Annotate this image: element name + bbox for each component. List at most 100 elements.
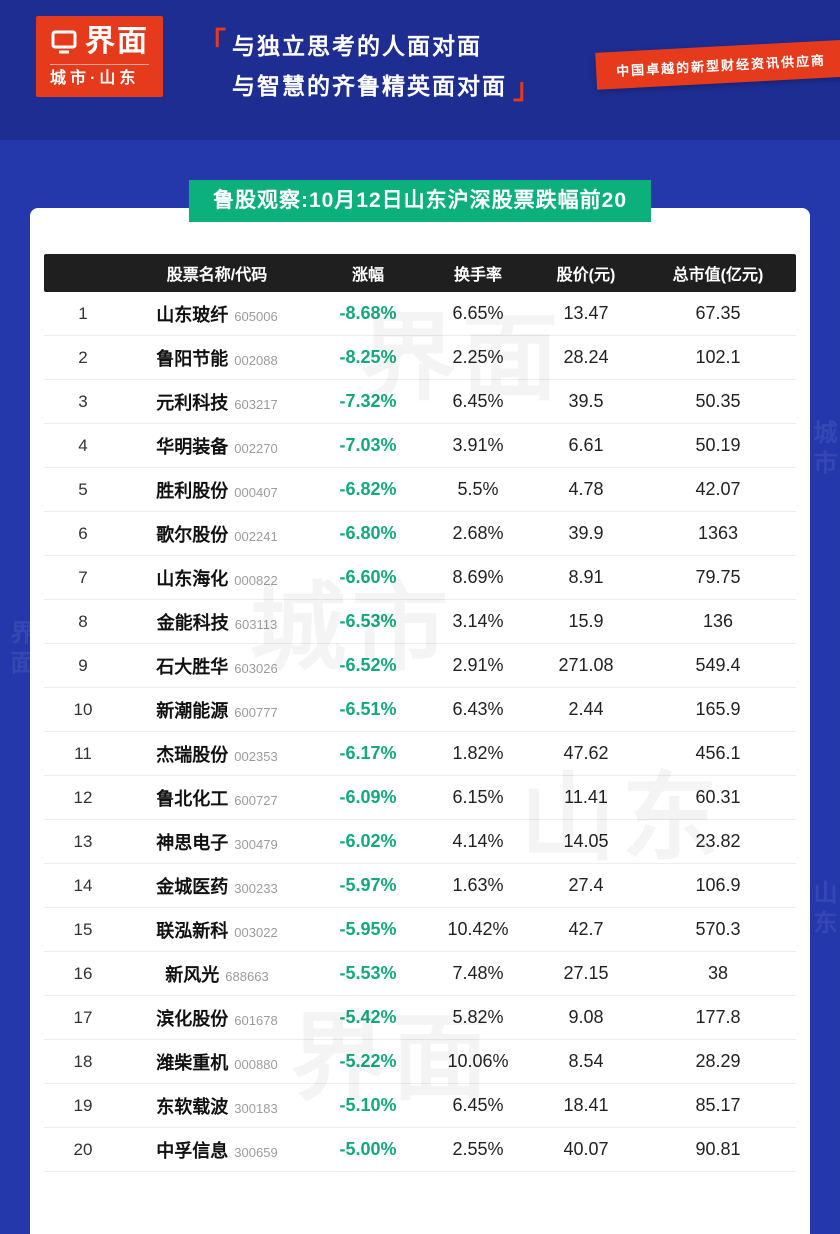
col-change: 涨幅 — [351, 267, 384, 284]
table-row: 13 神思电子 300479 -6.02% 4.14% 14.05 23.82 — [44, 820, 796, 864]
change-cell: -8.68% — [339, 303, 397, 323]
table-row: 6 歌尔股份 002241 -6.80% 2.68% 39.9 1363 — [44, 512, 796, 556]
table-row: 10 新潮能源 600777 -6.51% 6.43% 2.44 165.9 — [44, 688, 796, 732]
table-row: 1 山东玻纤 605006 -8.68% 6.65% 13.47 67.35 — [44, 292, 796, 336]
stock-name: 山东玻纤 — [156, 304, 229, 325]
price-cell: 271.08 — [558, 655, 614, 675]
change-cell: -5.42% — [339, 1007, 397, 1027]
stock-code: 603026 — [234, 660, 278, 676]
stock-code: 002270 — [234, 440, 278, 456]
stock-name-cell: 歌尔股份 002241 — [122, 521, 312, 547]
change-cell: -6.80% — [339, 523, 397, 543]
turnover-cell: 10.42% — [447, 919, 509, 939]
turnover-cell: 5.82% — [452, 1007, 504, 1027]
price-cell: 27.4 — [568, 875, 604, 895]
rank-cell: 15 — [73, 919, 93, 939]
stock-name-cell: 山东海化 000822 — [122, 565, 312, 591]
change-cell: -6.82% — [339, 479, 397, 499]
change-cell: -6.09% — [339, 787, 397, 807]
stock-name-cell: 金城医药 300233 — [122, 873, 312, 899]
stock-code: 000880 — [234, 1056, 278, 1072]
rank-cell: 5 — [78, 479, 88, 499]
change-cell: -5.10% — [339, 1095, 397, 1115]
rank-cell: 10 — [73, 699, 93, 719]
price-cell: 28.24 — [563, 347, 609, 367]
stock-name-cell: 华明装备 002270 — [122, 433, 312, 459]
rank-cell: 13 — [73, 831, 93, 851]
price-cell: 39.9 — [568, 523, 604, 543]
change-cell: -7.03% — [339, 435, 397, 455]
turnover-cell: 2.55% — [452, 1139, 504, 1159]
stock-name-cell: 杰瑞股份 002353 — [122, 741, 312, 767]
stock-name-cell: 山东玻纤 605006 — [122, 301, 312, 327]
marketcap-cell: 50.35 — [695, 391, 741, 411]
price-cell: 14.05 — [563, 831, 609, 851]
stock-code: 300479 — [234, 836, 278, 852]
marketcap-cell: 50.19 — [695, 435, 741, 455]
marketcap-cell: 102.1 — [695, 347, 741, 367]
change-cell: -6.51% — [339, 699, 397, 719]
table-row: 5 胜利股份 000407 -6.82% 5.5% 4.78 42.07 — [44, 468, 796, 512]
rank-cell: 20 — [73, 1139, 93, 1159]
change-cell: -5.53% — [339, 963, 397, 983]
stock-name: 鲁北化工 — [156, 788, 229, 809]
marketcap-cell: 456.1 — [695, 743, 741, 763]
stock-code: 688663 — [225, 968, 269, 984]
stock-code: 002088 — [234, 352, 278, 368]
content-card: 鲁股观察:10月12日山东沪深股票跌幅前20 股票名称/代码 涨幅 换手率 股价… — [30, 180, 810, 1234]
rank-cell: 9 — [78, 655, 88, 675]
stock-name: 金能科技 — [156, 612, 229, 633]
stock-name-cell: 新风光 688663 — [122, 961, 312, 987]
price-cell: 11.41 — [564, 787, 608, 807]
marketcap-cell: 90.81 — [695, 1139, 741, 1159]
price-cell: 13.47 — [563, 303, 609, 323]
rank-cell: 18 — [73, 1051, 93, 1071]
table-row: 12 鲁北化工 600727 -6.09% 6.15% 11.41 60.31 — [44, 776, 796, 820]
stock-name: 山东海化 — [156, 568, 229, 589]
stock-name: 东软载波 — [156, 1096, 229, 1117]
marketcap-cell: 549.4 — [695, 655, 741, 675]
quote-line-2: 与智慧的齐鲁精英面对面 — [232, 73, 508, 99]
marketcap-cell: 60.31 — [695, 787, 741, 807]
turnover-cell: 6.15% — [452, 787, 504, 807]
jiemian-logo: 界面 城市·山东 — [36, 16, 163, 97]
jiemian-logo-icon — [51, 30, 77, 54]
stock-name-cell: 东软载波 300183 — [122, 1093, 312, 1119]
stock-code: 002353 — [234, 748, 278, 764]
turnover-cell: 3.91% — [452, 435, 504, 455]
stock-name: 中孚信息 — [156, 1140, 229, 1161]
stock-name: 滨化股份 — [156, 1008, 229, 1029]
stock-code: 000407 — [234, 484, 278, 500]
stock-name-cell: 神思电子 300479 — [122, 829, 312, 855]
stock-name-cell: 鲁北化工 600727 — [122, 785, 312, 811]
stock-code: 600777 — [234, 704, 278, 720]
turnover-cell: 10.06% — [447, 1051, 509, 1071]
watermark: 山东 — [809, 880, 836, 940]
marketcap-cell: 1363 — [697, 523, 739, 543]
table-row: 2 鲁阳节能 002088 -8.25% 2.25% 28.24 102.1 — [44, 336, 796, 380]
rank-cell: 4 — [78, 435, 88, 455]
change-cell: -6.52% — [339, 655, 397, 675]
marketcap-cell: 136 — [702, 611, 734, 631]
stock-name: 神思电子 — [156, 832, 229, 853]
table-row: 4 华明装备 002270 -7.03% 3.91% 6.61 50.19 — [44, 424, 796, 468]
table-row: 20 中孚信息 300659 -5.00% 2.55% 40.07 90.81 — [44, 1128, 796, 1172]
rank-cell: 19 — [73, 1095, 93, 1115]
stock-name: 新潮能源 — [156, 700, 229, 721]
stock-code: 601678 — [234, 1012, 278, 1028]
rank-cell: 14 — [73, 875, 93, 895]
change-cell: -6.02% — [339, 831, 397, 851]
turnover-cell: 1.82% — [452, 743, 504, 763]
stock-name-cell: 潍柴重机 000880 — [122, 1049, 312, 1075]
stock-name: 金城医药 — [156, 876, 229, 897]
price-cell: 15.9 — [568, 611, 604, 631]
price-cell: 27.15 — [563, 963, 609, 983]
rank-cell: 8 — [78, 611, 88, 631]
price-cell: 39.5 — [568, 391, 604, 411]
rank-cell: 16 — [73, 963, 93, 983]
turnover-cell: 2.91% — [452, 655, 504, 675]
rank-cell: 2 — [78, 347, 88, 367]
table-row: 15 联泓新科 003022 -5.95% 10.42% 42.7 570.3 — [44, 908, 796, 952]
marketcap-cell: 177.8 — [695, 1007, 741, 1027]
col-price: 股价(元) — [556, 267, 616, 284]
